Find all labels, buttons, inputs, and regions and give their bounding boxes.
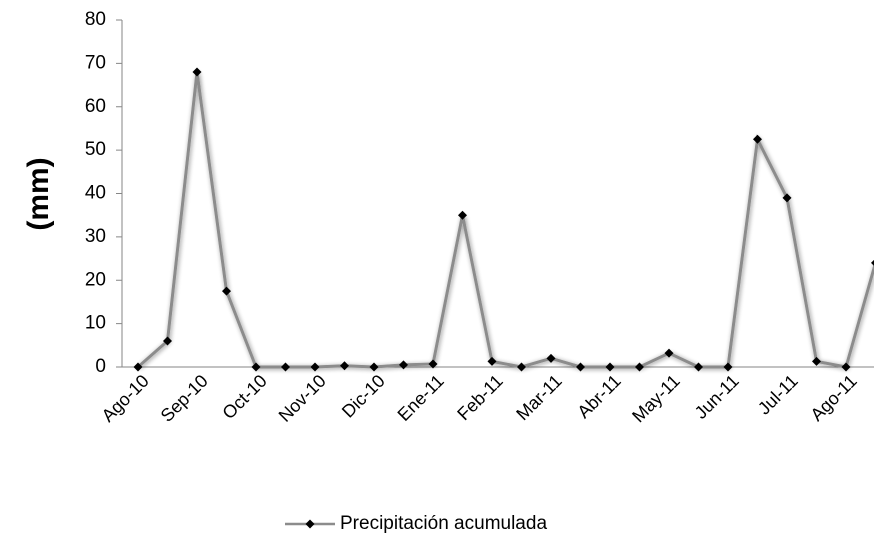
x-tick-label: May-11 — [628, 371, 684, 427]
legend-marker — [305, 519, 315, 529]
y-tick-label: 10 — [85, 313, 106, 334]
x-tick-label: Jun-11 — [691, 371, 743, 423]
marker — [871, 259, 874, 266]
marker — [340, 361, 349, 371]
plot — [133, 67, 874, 372]
marker — [222, 286, 231, 296]
marker — [310, 362, 320, 372]
marker — [694, 362, 703, 372]
y-tick-label: 50 — [85, 139, 106, 160]
y-tick-label: 80 — [85, 9, 106, 30]
y-tick-label: 70 — [85, 52, 106, 73]
marker — [192, 67, 202, 77]
marker — [664, 348, 674, 358]
marker — [546, 353, 556, 363]
legend-label: Precipitación acumulada — [340, 513, 547, 534]
marker — [517, 362, 526, 372]
x-tick-label: Abr-11 — [573, 371, 624, 422]
marker — [753, 134, 762, 144]
marker — [723, 362, 733, 372]
marker — [399, 360, 408, 370]
x-tick-label: Mar-11 — [512, 371, 566, 425]
y-tick-label: 60 — [85, 96, 106, 117]
marker — [841, 362, 851, 372]
marker — [812, 356, 821, 366]
x-tick-label: Ago-11 — [807, 371, 861, 425]
x-tick-label: Ene-11 — [394, 371, 448, 425]
x-tick-label: Dic-10 — [338, 371, 389, 422]
series-line — [137, 71, 874, 369]
marker — [576, 362, 585, 372]
marker — [458, 210, 467, 220]
marker — [635, 362, 644, 372]
y-tick-label: 40 — [85, 183, 106, 204]
y-tick-label: 0 — [95, 356, 106, 377]
x-tick-label: Nov-10 — [275, 371, 330, 426]
x-tick-label: Sep-10 — [157, 371, 212, 426]
marker — [605, 362, 615, 372]
x-tick-label: Feb-11 — [453, 371, 507, 425]
y-axis-title: (mm) — [22, 157, 55, 230]
marker — [133, 362, 143, 372]
marker — [281, 362, 290, 372]
y-tick-label: 20 — [85, 269, 106, 290]
marker — [251, 362, 261, 372]
marker — [369, 362, 379, 372]
x-tick-label: Oct-10 — [218, 371, 270, 423]
marker — [487, 356, 497, 366]
x-tick-label: Jul-11 — [754, 371, 802, 419]
marker — [782, 193, 792, 203]
marker — [163, 336, 172, 346]
y-tick-label: 30 — [85, 226, 106, 247]
marker — [428, 359, 438, 369]
x-tick-label: Ago-10 — [98, 371, 153, 426]
